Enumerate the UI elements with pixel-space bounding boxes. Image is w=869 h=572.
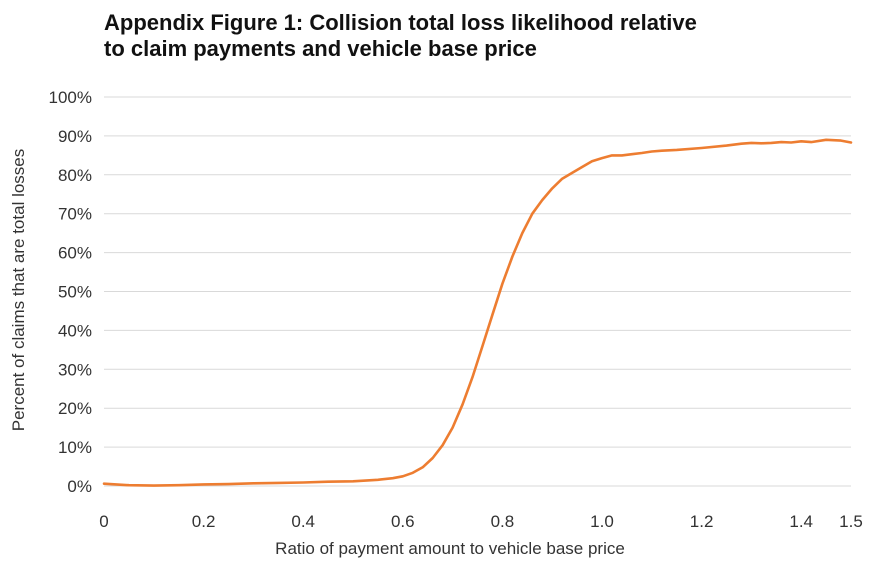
x-tick-label: 0.6 bbox=[391, 512, 415, 531]
x-tick-label: 0.4 bbox=[291, 512, 315, 531]
chart-title: Appendix Figure 1: Collision total loss … bbox=[104, 10, 804, 62]
y-tick-label: 80% bbox=[58, 166, 92, 185]
x-tick-label: 1.0 bbox=[590, 512, 614, 531]
y-tick-label: 30% bbox=[58, 360, 92, 379]
x-tick-label: 1.5 bbox=[839, 512, 863, 531]
x-axis-label: Ratio of payment amount to vehicle base … bbox=[275, 539, 625, 558]
y-tick-label: 0% bbox=[67, 477, 92, 496]
series-line bbox=[102, 138, 853, 487]
x-tick-label: 0.2 bbox=[192, 512, 216, 531]
x-axis-ticks: 0 0.2 0.4 0.6 0.8 1.0 1.2 1.4 1.5 bbox=[99, 512, 863, 531]
x-tick-label: 0 bbox=[99, 512, 108, 531]
x-tick-label: 1.4 bbox=[789, 512, 813, 531]
x-tick-label: 0.8 bbox=[491, 512, 515, 531]
y-tick-label: 10% bbox=[58, 438, 92, 457]
y-axis-ticks: 0% 10% 20% 30% 40% 50% 60% 70% 80% 90% 100% bbox=[49, 88, 92, 496]
y-tick-label: 90% bbox=[58, 127, 92, 146]
gridlines bbox=[104, 96, 851, 487]
x-tick-label: 1.2 bbox=[690, 512, 714, 531]
y-tick-label: 70% bbox=[58, 205, 92, 224]
y-axis-label: Percent of claims that are total losses bbox=[9, 149, 28, 432]
y-tick-label: 50% bbox=[58, 283, 92, 302]
y-tick-label: 100% bbox=[49, 88, 92, 107]
y-tick-label: 60% bbox=[58, 244, 92, 263]
chart-title-line-2: to claim payments and vehicle base price bbox=[104, 36, 537, 61]
y-tick-label: 20% bbox=[58, 399, 92, 418]
series-layer bbox=[102, 138, 853, 487]
chart-title-line-1: Appendix Figure 1: Collision total loss … bbox=[104, 10, 697, 35]
y-tick-label: 40% bbox=[58, 321, 92, 340]
